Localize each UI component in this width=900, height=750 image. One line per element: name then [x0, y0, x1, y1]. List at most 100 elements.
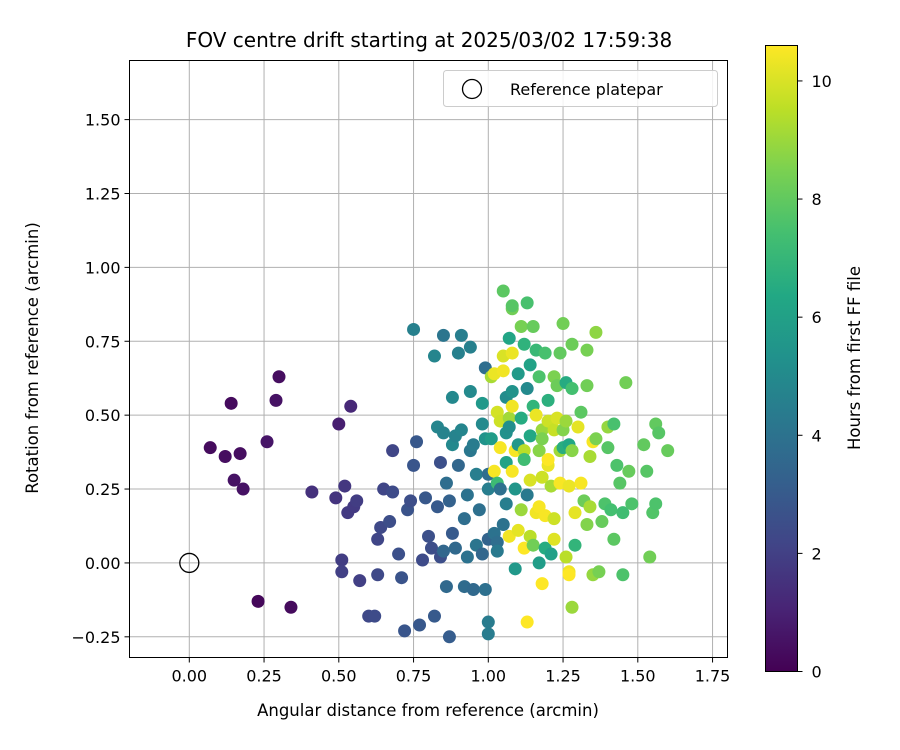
- x-tick-label: 0.25: [246, 667, 282, 686]
- data-point: [571, 420, 585, 434]
- data-point: [481, 627, 495, 641]
- data-point: [478, 583, 492, 597]
- reference-marker: [179, 552, 200, 574]
- data-point: [353, 574, 367, 588]
- data-point: [404, 494, 418, 508]
- data-point: [398, 624, 412, 638]
- data-point: [427, 609, 441, 623]
- data-point: [541, 452, 555, 466]
- data-point: [562, 568, 576, 582]
- data-point: [526, 538, 540, 552]
- data-point: [559, 550, 573, 564]
- data-point: [523, 429, 537, 443]
- colorbar-tick-label: 0: [812, 663, 822, 682]
- data-point: [565, 444, 579, 458]
- x-axis-label: Angular distance from reference (arcmin): [257, 701, 599, 720]
- data-point: [649, 497, 663, 511]
- data-point: [616, 506, 630, 520]
- reference-platepar-marker: [179, 552, 200, 574]
- data-point: [496, 284, 510, 298]
- data-point: [410, 435, 424, 449]
- x-tick-label: 1.25: [545, 667, 581, 686]
- data-point: [514, 503, 528, 517]
- data-point: [451, 346, 465, 360]
- data-point: [505, 299, 519, 313]
- data-point: [517, 452, 531, 466]
- legend: Reference platepar: [443, 70, 718, 107]
- data-point: [436, 328, 450, 342]
- legend-box: [443, 70, 718, 107]
- data-point: [604, 503, 618, 517]
- data-point: [457, 512, 471, 526]
- data-point: [386, 485, 400, 499]
- data-point: [439, 580, 453, 594]
- data-point: [407, 322, 421, 336]
- data-point: [496, 518, 510, 532]
- data-point: [445, 390, 459, 404]
- data-point: [511, 523, 525, 537]
- data-point: [502, 331, 516, 345]
- data-point: [568, 538, 582, 552]
- data-point: [568, 506, 582, 520]
- x-tick-label: 1.50: [620, 667, 656, 686]
- y-tick-label: 1.00: [85, 258, 121, 277]
- data-point: [224, 396, 238, 410]
- colorbar: 0 2 4 6 8 10 Hours from first FF file: [765, 45, 864, 682]
- data-point: [520, 382, 534, 396]
- data-point: [574, 476, 588, 490]
- data-point: [260, 435, 274, 449]
- data-point: [589, 432, 603, 446]
- data-point: [490, 544, 504, 558]
- data-point: [493, 441, 507, 455]
- colorbar-tick-label: 4: [812, 426, 822, 445]
- data-point: [454, 328, 468, 342]
- y-axis-label: Rotation from reference (arcmin): [23, 222, 42, 494]
- data-point: [475, 396, 489, 410]
- y-tick-label: 1.50: [85, 111, 121, 130]
- data-point: [553, 346, 567, 360]
- x-tick-label: 0.00: [171, 667, 207, 686]
- data-point: [580, 518, 594, 532]
- data-point: [416, 553, 430, 567]
- data-point: [335, 553, 349, 567]
- data-point: [595, 515, 609, 529]
- data-point: [218, 450, 232, 464]
- plot-frame: [129, 60, 728, 658]
- data-point: [640, 464, 654, 478]
- data-point: [227, 473, 241, 487]
- data-point: [481, 615, 495, 629]
- data-point: [565, 337, 579, 351]
- data-point: [272, 370, 286, 384]
- data-point: [427, 349, 441, 363]
- data-point: [392, 547, 406, 561]
- data-point: [508, 562, 522, 576]
- data-point: [422, 529, 435, 543]
- data-point: [514, 319, 528, 333]
- data-point: [544, 547, 558, 561]
- data-point: [499, 497, 513, 511]
- data-point: [433, 455, 447, 469]
- data-point: [643, 550, 657, 564]
- data-point: [335, 565, 349, 579]
- colorbar-tick-label: 2: [812, 544, 822, 563]
- x-axis-ticks: 0.00 0.25 0.50 0.75 1.00 1.25 1.50 1.75: [171, 657, 730, 686]
- data-point: [448, 541, 462, 555]
- data-point: [589, 325, 603, 339]
- data-point: [460, 488, 474, 502]
- data-point: [616, 568, 630, 582]
- x-tick-label: 0.50: [321, 667, 357, 686]
- data-point: [520, 615, 534, 629]
- x-tick-label: 0.75: [396, 667, 432, 686]
- y-tick-label: 1.25: [85, 184, 121, 203]
- data-point: [430, 500, 444, 514]
- data-point: [511, 367, 525, 381]
- data-point: [484, 432, 498, 446]
- data-point: [610, 458, 624, 472]
- data-point: [523, 358, 537, 372]
- data-point: [451, 458, 465, 472]
- colorbar-tick-label: 8: [812, 190, 822, 209]
- data-point: [487, 464, 501, 478]
- data-point: [463, 385, 477, 399]
- data-point: [233, 447, 247, 461]
